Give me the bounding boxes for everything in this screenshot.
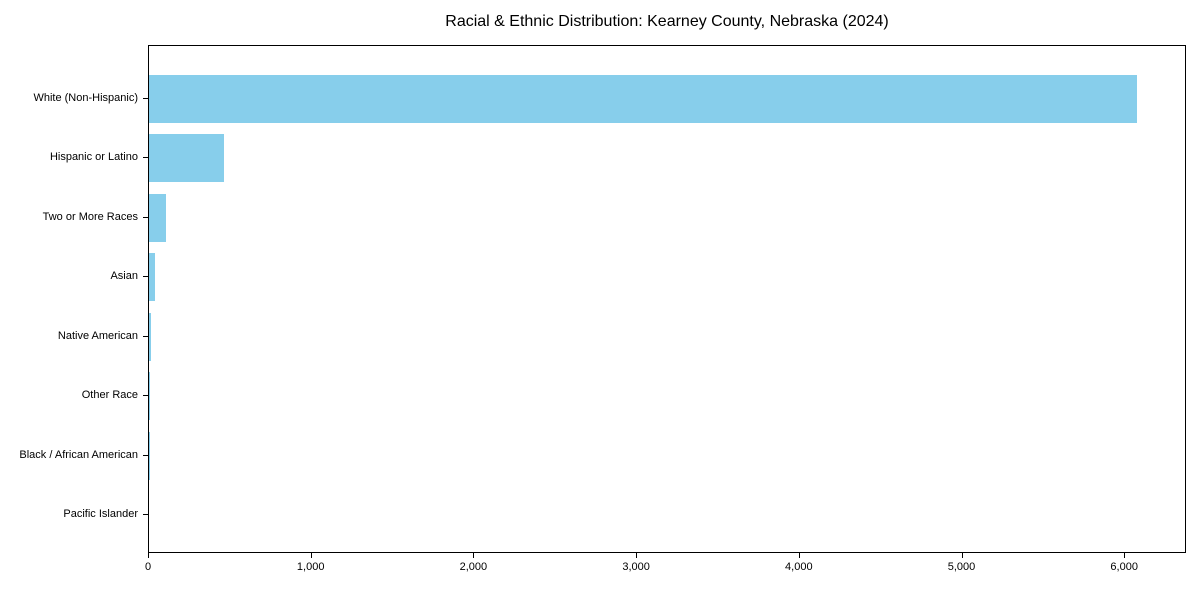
y-tick-mark <box>143 514 148 515</box>
bar-two-or-more-races <box>149 193 167 242</box>
y-axis-label: Hispanic or Latino <box>49 151 138 163</box>
x-tick-label: 4,000 <box>785 561 813 573</box>
y-tick-mark <box>143 157 148 158</box>
bar-white-non-hispanic <box>149 74 1137 123</box>
x-tick-label: 2,000 <box>459 561 488 573</box>
bar-other-race <box>149 372 150 420</box>
x-tick-mark <box>1124 553 1126 558</box>
y-tick-mark <box>143 395 148 396</box>
x-tick-label: 6,000 <box>1110 561 1138 573</box>
y-axis-label: Two or More Races <box>42 210 138 223</box>
bar-native-american <box>149 312 152 361</box>
y-axis-label: Pacific Islander <box>63 508 138 520</box>
y-tick-mark <box>143 216 148 218</box>
x-tick-label: 3,000 <box>622 561 650 573</box>
bar-asian <box>149 253 156 301</box>
y-tick-mark <box>143 454 148 456</box>
x-tick-mark <box>961 553 963 558</box>
x-tick-mark <box>310 553 312 558</box>
plot-area <box>148 45 1186 553</box>
y-tick-mark <box>143 335 148 337</box>
bar-hispanic-or-latino <box>149 134 224 182</box>
x-tick-mark <box>473 553 475 558</box>
x-tick-mark <box>798 553 800 558</box>
y-axis-label: Native American <box>57 329 138 342</box>
y-tick-mark <box>143 97 148 99</box>
y-axis-label: Asian <box>110 270 138 282</box>
x-tick-label: 0 <box>144 561 152 573</box>
x-tick-mark <box>148 553 149 558</box>
y-tick-mark <box>143 276 148 277</box>
y-axis-label: White (Non-Hispanic) <box>33 91 138 104</box>
x-tick-label: 5,000 <box>947 561 976 573</box>
y-axis-label: Other Race <box>81 389 138 401</box>
y-axis-label: Black / African American <box>19 448 138 461</box>
x-tick-label: 1,000 <box>296 561 325 573</box>
x-tick-mark <box>636 553 638 558</box>
chart-title: Racial & Ethnic Distribution: Kearney Co… <box>445 13 889 30</box>
